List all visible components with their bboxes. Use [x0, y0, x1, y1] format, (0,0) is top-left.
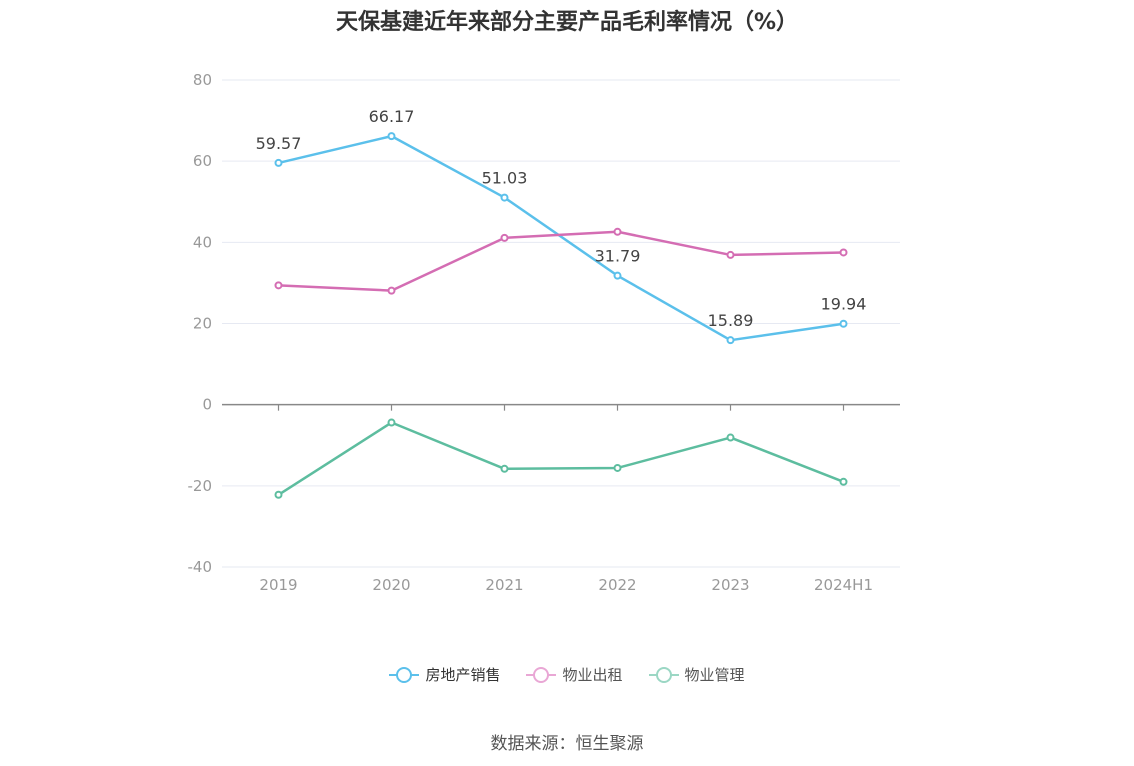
data-label: 19.94: [821, 295, 867, 314]
series-1: [274, 227, 848, 295]
y-tick-label: 20: [193, 315, 212, 333]
legend-marker-icon: [526, 665, 557, 685]
data-point: [500, 193, 509, 202]
data-point: [274, 158, 283, 167]
y-tick-label: -40: [188, 558, 213, 576]
y-tick-label: -20: [188, 477, 213, 495]
legend-item-real-estate-sales[interactable]: 房地产销售: [389, 664, 500, 685]
series-0: [274, 132, 848, 345]
legend-marker-icon: [648, 665, 679, 685]
data-label: 15.89: [708, 311, 754, 330]
data-point: [839, 477, 848, 486]
series-layer: [274, 132, 848, 499]
legend-label: 物业管理: [684, 666, 745, 684]
data-point: [839, 319, 848, 328]
x-tick-label: 2024H1: [814, 576, 873, 594]
y-tick-label: 40: [193, 233, 212, 251]
legend-item-property-management[interactable]: 物业管理: [648, 664, 745, 685]
x-tick-label: 2021: [485, 576, 523, 594]
data-label: 31.79: [595, 247, 641, 266]
axis-layer: 80 60 40 20 0 -20 -40 2019 2020 2021 2022 2023 2024H…: [188, 71, 900, 594]
x-tick-label: 2020: [372, 576, 410, 594]
legend-label: 房地产销售: [425, 666, 501, 684]
data-point: [387, 286, 396, 295]
data-label: 59.57: [256, 134, 302, 153]
grid-layer: [222, 79, 900, 568]
data-label: 51.03: [482, 169, 528, 188]
data-point: [726, 433, 735, 442]
data-point: [387, 418, 396, 427]
data-point: [500, 233, 509, 242]
data-point: [387, 132, 396, 141]
y-tick-label: 0: [202, 396, 212, 414]
y-tick-label: 80: [193, 71, 212, 89]
x-tick-label: 2023: [711, 576, 749, 594]
data-point: [274, 281, 283, 290]
y-tick-label: 60: [193, 152, 212, 170]
data-label-layer: 59.57 66.17 51.03 31.79 15.89 19.94: [256, 107, 867, 330]
series-line: [278, 134, 844, 342]
legend: 房地产销售 物业出租 物业管理: [0, 664, 1134, 685]
source-note: 数据来源：恒生聚源: [490, 734, 644, 754]
data-point: [274, 490, 283, 499]
data-point: [726, 336, 735, 345]
data-point: [839, 248, 848, 257]
legend-marker-icon: [389, 665, 420, 685]
series-line: [277, 421, 844, 496]
chart-title: 天保基建近年来部分主要产品毛利率情况（%）: [335, 10, 799, 35]
x-tick-label: 2019: [259, 576, 297, 594]
data-point: [500, 464, 509, 473]
series-2: [274, 418, 848, 499]
data-point: [726, 250, 735, 259]
data-label: 66.17: [369, 107, 415, 126]
data-point: [613, 463, 622, 472]
legend-label: 物业出租: [562, 666, 623, 684]
series-line: [278, 230, 844, 292]
legend-item-property-rental[interactable]: 物业出租: [526, 664, 623, 685]
data-point: [613, 271, 622, 280]
x-tick-label: 2022: [598, 576, 636, 594]
data-point: [613, 227, 622, 236]
